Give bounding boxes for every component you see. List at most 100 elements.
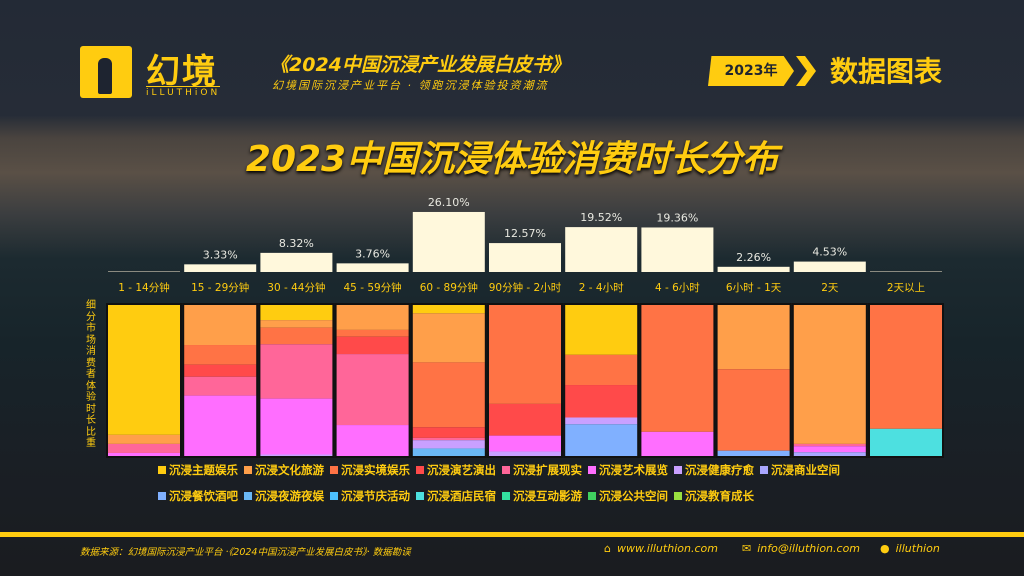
legend: 沉浸主题娱乐 沉浸文化旅游 沉浸实境娱乐 沉浸演艺演出 沉浸扩展现实 沉浸艺术展览 沉浸健康… [158, 462, 898, 504]
stack-segment [565, 424, 638, 456]
data-label: 26.10% [428, 196, 470, 209]
stack-segment [565, 417, 638, 425]
x-tick-label: 1 - 14分钟 [118, 281, 170, 294]
section-title: 数据图表 [830, 55, 943, 88]
stack-segment [412, 362, 485, 428]
logo-figure-icon [98, 58, 112, 94]
bar [412, 211, 485, 272]
footer-divider [0, 532, 1024, 537]
legend-swatch [760, 466, 768, 474]
legend-swatch [330, 492, 338, 500]
data-label: 4.53% [812, 246, 847, 259]
home-icon: ⌂ [604, 542, 611, 555]
stack-segment [565, 354, 638, 386]
legend-item: 沉浸餐饮酒吧 [158, 488, 238, 504]
legend-label: 沉浸商业空间 [771, 463, 840, 477]
stack-segment [793, 305, 866, 444]
legend-item: 沉浸健康疗愈 [674, 462, 754, 478]
legend-swatch [158, 466, 166, 474]
legend-item: 沉浸互动影游 [502, 488, 582, 504]
stack-segment [717, 305, 790, 370]
legend-item: 沉浸主题娱乐 [158, 462, 238, 478]
x-tick-label: 60 - 89分钟 [420, 281, 478, 294]
legend-swatch [502, 492, 510, 500]
legend-label: 沉浸互动影游 [513, 489, 582, 503]
legend-label: 沉浸公共空间 [599, 489, 668, 503]
year-badge: 2023年 [708, 56, 794, 86]
legend-label: 沉浸健康疗愈 [685, 463, 754, 477]
book-title: 《2024中国沉浸产业发展白皮书》 [270, 54, 570, 76]
x-tick-label: 4 - 6小时 [655, 282, 700, 294]
stack-segment [260, 327, 333, 345]
legend-swatch [502, 466, 510, 474]
logo-text: 幻境 [146, 52, 218, 92]
stack-segment [108, 305, 180, 435]
footer-source: 数据来源：幻境国际沉浸产业平台 ·《2024中国沉浸产业发展白皮书》· 数据勘误 [80, 547, 411, 558]
footer-email[interactable]: ✉ info@illuthion.com [742, 542, 861, 555]
stack-segment [184, 395, 257, 456]
stack-segment [565, 305, 638, 355]
stack-segment [184, 364, 257, 377]
data-label: 19.36% [656, 211, 698, 224]
footer-website[interactable]: ⌂ www.illuthion.com [604, 542, 718, 555]
stack-segment [108, 452, 180, 456]
legend-swatch [244, 492, 252, 500]
legend-label: 沉浸节庆活动 [341, 489, 410, 503]
stack-segment [260, 320, 333, 328]
stack-segment [565, 385, 638, 418]
legend-item: 沉浸酒店民宿 [416, 488, 496, 504]
legend-item: 沉浸文化旅游 [244, 462, 324, 478]
bar [717, 266, 790, 272]
data-label: 2.26% [736, 251, 771, 264]
stack-segment [336, 354, 409, 426]
stack-segment [184, 345, 257, 365]
legend-item: 沉浸实境娱乐 [330, 462, 410, 478]
bar [489, 243, 561, 272]
bar [260, 252, 333, 272]
stack-segment [489, 451, 561, 456]
stack-segment [412, 427, 485, 438]
legend-label: 沉浸主题娱乐 [169, 463, 238, 477]
x-tick-label: 2 - 4小时 [579, 282, 624, 294]
data-label: 3.76% [355, 247, 390, 260]
stack-segment [108, 443, 180, 453]
legend-swatch [674, 466, 682, 474]
stack-segment [412, 437, 485, 441]
legend-item: 沉浸演艺演出 [416, 462, 496, 478]
stack-segment [412, 440, 485, 449]
stack-y-axis-label: 细分市场消费者体验时长比重 [86, 300, 96, 449]
stack-segment [870, 305, 942, 429]
footer-wechat[interactable]: ● illuthion [880, 542, 940, 555]
x-tick-label: 30 - 44分钟 [267, 281, 325, 294]
book-subtitle: 幻境国际沉浸产业平台 · 领跑沉浸体验投资潮流 [272, 79, 549, 92]
stack-segment [489, 305, 561, 404]
stack-segment [184, 305, 257, 346]
data-label: 12.57% [504, 227, 546, 240]
data-label: 19.52% [580, 211, 622, 224]
bar [870, 271, 942, 272]
bar [793, 261, 866, 272]
stack-segment [870, 428, 942, 456]
stack-segment [184, 376, 257, 396]
stack-segment [260, 454, 333, 456]
stack-segment [260, 344, 333, 399]
bar [336, 263, 409, 272]
stack-segment [793, 452, 866, 456]
wechat-icon: ● [880, 542, 890, 555]
stack-segment [641, 305, 714, 432]
stack-segment [489, 403, 561, 436]
stack-segment [489, 435, 561, 452]
stack-segment [412, 305, 485, 314]
stack-segment [260, 305, 333, 321]
x-tick-label: 2天 [821, 282, 839, 294]
legend-label: 沉浸演艺演出 [427, 463, 496, 477]
bar [108, 271, 180, 272]
legend-swatch [416, 492, 424, 500]
stack-segment [717, 450, 790, 456]
legend-swatch [588, 492, 596, 500]
x-tick-label: 90分钟 - 2小时 [489, 281, 562, 294]
x-tick-label: 6小时 - 1天 [726, 282, 782, 294]
legend-label: 沉浸夜游夜娱 [255, 489, 324, 503]
bar [184, 264, 257, 272]
